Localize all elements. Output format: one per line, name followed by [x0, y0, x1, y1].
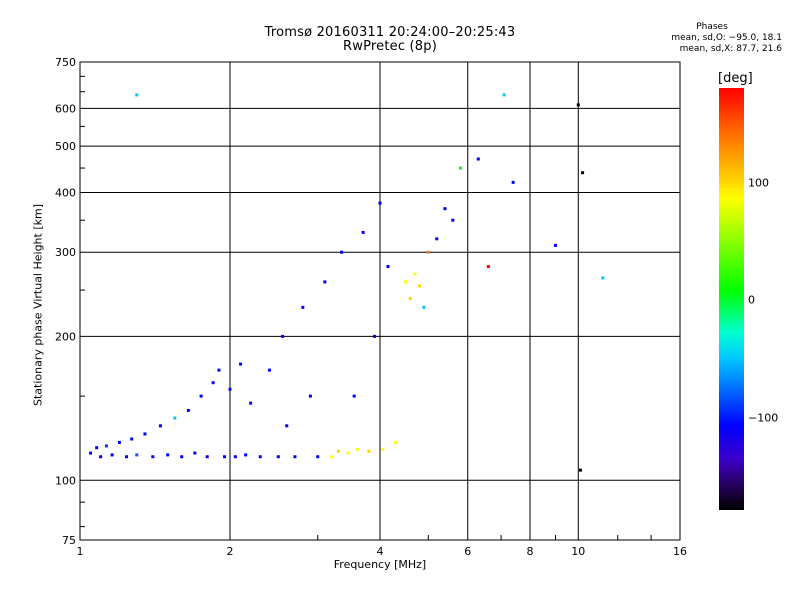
- data-point: [285, 424, 289, 428]
- data-point: [581, 171, 585, 175]
- y-tick-label: 400: [55, 186, 76, 199]
- data-point: [426, 250, 430, 254]
- data-point: [276, 455, 280, 459]
- data-point: [89, 451, 93, 455]
- x-tick-label: 10: [571, 545, 585, 558]
- x-tick-label: 6: [464, 545, 471, 558]
- chart-title-line2: RwPretec (8p): [343, 39, 437, 54]
- data-point: [413, 272, 417, 276]
- data-point: [373, 334, 377, 338]
- y-tick-label: 750: [55, 56, 76, 69]
- data-point: [158, 424, 162, 428]
- data-point: [228, 387, 232, 391]
- data-point: [386, 265, 390, 269]
- colorbar-tick-100: 100: [748, 176, 769, 190]
- phase-colorbar: [719, 88, 744, 510]
- y-tick-label: 200: [55, 330, 76, 343]
- data-point: [135, 453, 139, 457]
- data-point: [211, 381, 215, 385]
- data-point: [125, 455, 129, 459]
- data-point: [346, 451, 350, 455]
- data-point: [502, 93, 506, 97]
- data-point: [193, 451, 197, 455]
- data-point: [576, 103, 580, 107]
- data-point: [316, 455, 320, 459]
- data-point: [476, 157, 480, 161]
- phase-legend-title: Phases: [696, 22, 728, 32]
- data-point: [417, 284, 421, 288]
- phase-legend-o-line: mean, sd,O: −95.0, 18.1: [671, 33, 782, 43]
- y-tick-label: 100: [55, 474, 76, 487]
- data-point: [110, 453, 114, 457]
- data-point: [511, 180, 515, 184]
- data-point: [104, 444, 108, 448]
- data-point: [486, 265, 490, 269]
- data-point: [381, 447, 385, 451]
- y-tick-label: 75: [62, 534, 76, 547]
- data-point: [99, 455, 103, 459]
- colorbar-unit-label: [deg]: [718, 71, 753, 86]
- data-point: [173, 416, 177, 420]
- x-tick-label: 8: [527, 545, 534, 558]
- data-point: [249, 401, 253, 405]
- data-point: [180, 455, 184, 459]
- data-point: [355, 447, 359, 451]
- data-point: [352, 394, 356, 398]
- data-point: [458, 166, 462, 170]
- x-axis-label: Frequency [MHz]: [333, 558, 427, 571]
- data-point: [239, 362, 243, 366]
- data-point: [233, 455, 237, 459]
- phase-legend-x-line: mean, sd,X: 87.7, 21.6: [679, 44, 782, 54]
- data-point: [293, 455, 297, 459]
- data-point: [361, 230, 365, 234]
- data-point: [330, 455, 334, 459]
- data-point: [117, 440, 121, 444]
- data-point: [199, 394, 203, 398]
- data-point: [135, 93, 139, 97]
- data-point: [281, 334, 285, 338]
- data-point: [553, 243, 557, 247]
- data-point: [408, 297, 412, 301]
- data-point: [394, 440, 398, 444]
- data-point: [166, 453, 170, 457]
- data-point: [205, 455, 209, 459]
- x-tick-label: 4: [377, 545, 384, 558]
- data-point: [151, 455, 155, 459]
- data-point: [451, 218, 455, 222]
- data-point: [186, 408, 190, 412]
- data-point: [217, 368, 221, 372]
- data-point: [422, 305, 426, 309]
- data-point: [601, 276, 605, 280]
- data-point: [267, 368, 271, 372]
- data-point: [143, 432, 147, 436]
- data-point: [301, 305, 305, 309]
- data-point: [578, 468, 582, 472]
- data-point: [367, 449, 371, 453]
- data-point: [308, 394, 312, 398]
- colorbar-tick-minus100: −100: [748, 411, 779, 425]
- data-point: [223, 455, 227, 459]
- x-tick-label: 2: [227, 545, 234, 558]
- data-point: [244, 453, 248, 457]
- y-tick-label: 600: [55, 102, 76, 115]
- data-point: [95, 446, 99, 450]
- phase-legend: Phases mean, sd,O: −95.0, 18.1 mean, sd,…: [602, 22, 782, 55]
- data-point: [336, 449, 340, 453]
- data-point: [323, 280, 327, 284]
- data-point: [130, 437, 134, 441]
- y-tick-label: 500: [55, 140, 76, 153]
- data-point: [340, 250, 344, 254]
- colorbar-tick-0: 0: [748, 293, 755, 307]
- x-tick-label: 16: [673, 545, 687, 558]
- data-point: [435, 237, 439, 241]
- data-point: [403, 280, 407, 284]
- chart-title-line1: Tromsø 20160311 20:24:00–20:25:43: [264, 25, 516, 40]
- data-point: [258, 455, 262, 459]
- data-point: [378, 201, 382, 205]
- data-point: [443, 207, 447, 211]
- x-tick-label: 1: [77, 545, 84, 558]
- y-tick-label: 300: [55, 246, 76, 259]
